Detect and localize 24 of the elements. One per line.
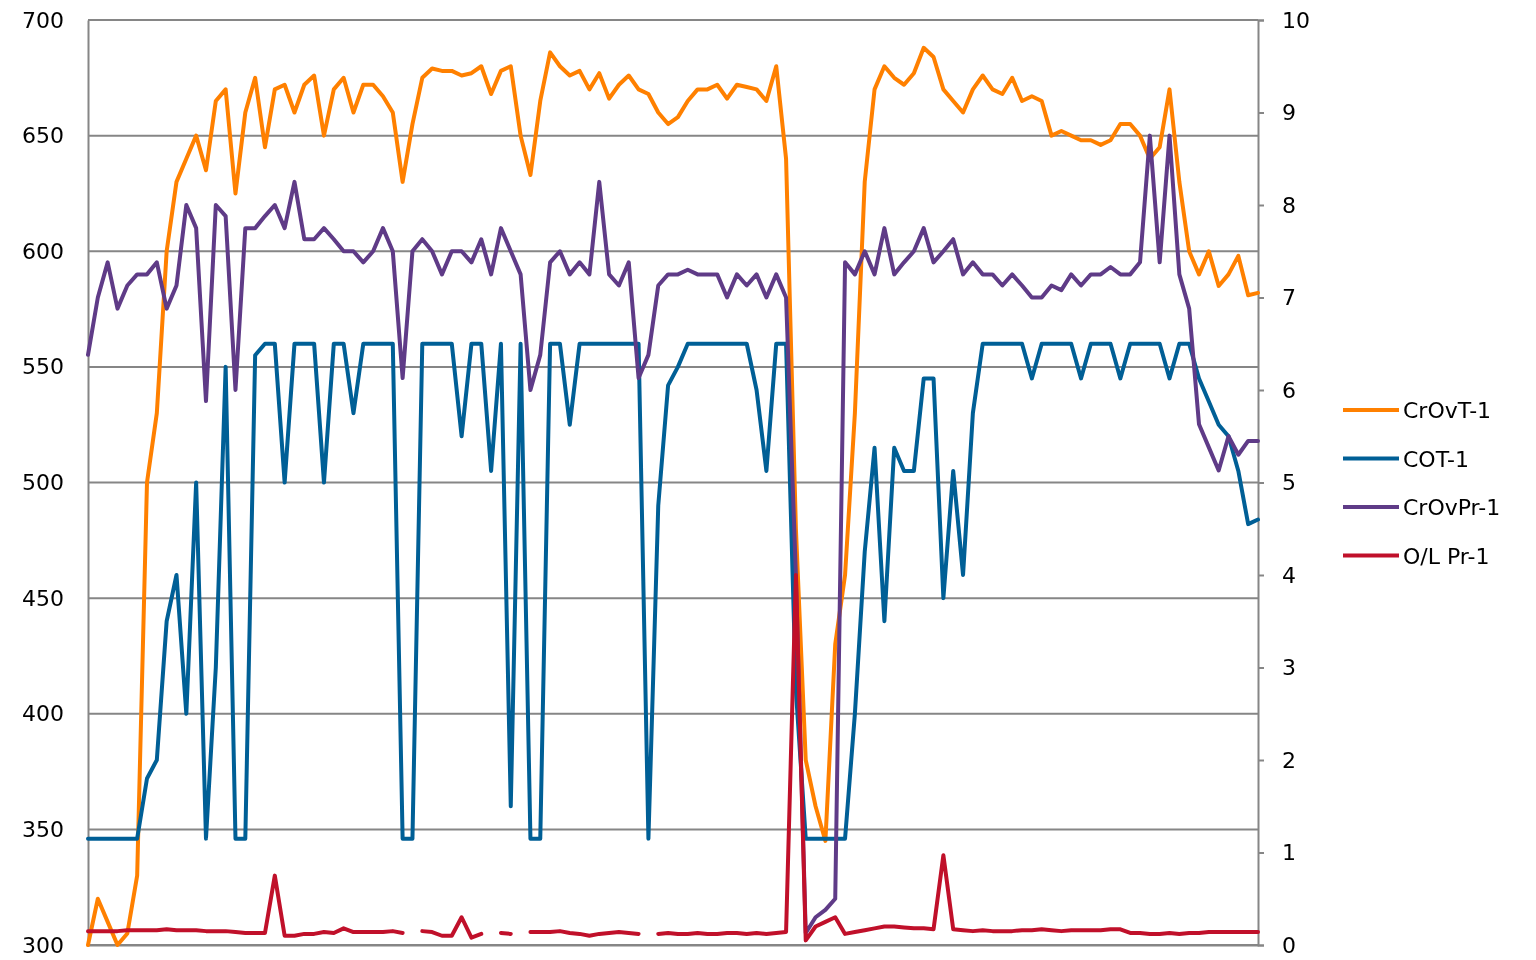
y2-tick-label: 3 <box>1282 655 1296 681</box>
y2-tick-label: 8 <box>1282 192 1296 218</box>
y2-tick-label: 5 <box>1282 470 1296 496</box>
y-tick-label: 450 <box>22 585 64 611</box>
y-tick-label: 400 <box>22 701 64 727</box>
y2-tick-label: 10 <box>1282 7 1310 33</box>
y2-tick-label: 4 <box>1282 562 1296 588</box>
legend-label: CrOvT-1 <box>1403 398 1492 423</box>
y-tick-label: 500 <box>22 470 64 496</box>
y-tick-label: 300 <box>22 932 64 958</box>
y2-tick-label: 6 <box>1282 377 1296 403</box>
y-tick-label: 550 <box>22 354 64 380</box>
y-tick-label: 600 <box>22 238 64 264</box>
y2-tick-label: 1 <box>1282 840 1296 866</box>
y-tick-label: 350 <box>22 816 64 842</box>
legend-label: COT-1 <box>1403 446 1470 472</box>
y2-tick-label: 2 <box>1282 747 1296 773</box>
y2-tick-label: 9 <box>1282 100 1296 126</box>
y2-tick-label: 0 <box>1282 932 1296 958</box>
y-tick-label: 700 <box>22 7 64 33</box>
y-tick-label: 650 <box>22 123 64 149</box>
y2-tick-label: 7 <box>1282 285 1296 311</box>
legend-label: O/L Pr-1 <box>1403 543 1490 569</box>
legend-label: CrOvPr-1 <box>1403 495 1501 520</box>
